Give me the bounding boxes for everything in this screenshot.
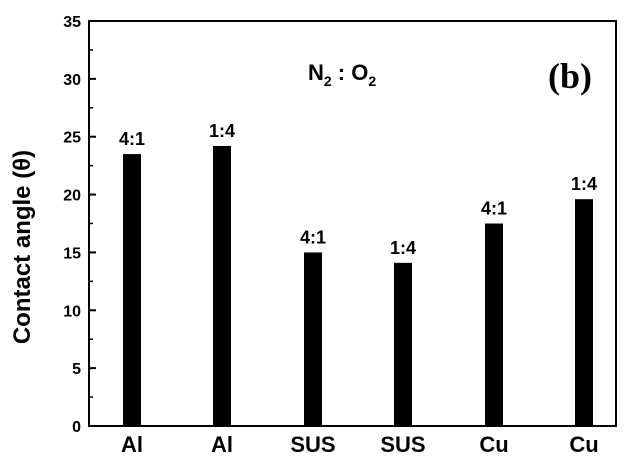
annotation-gas-b-subscript: 2 [368, 73, 376, 89]
annotation-gas-a-subscript: 2 [324, 73, 332, 89]
x-category-label: Al [211, 432, 233, 457]
gas-ratio-annotation: N2 : O2 [308, 60, 376, 89]
bar-data-label: 4:1 [119, 129, 145, 149]
panel-label: (b) [548, 56, 592, 96]
x-category-label: Cu [569, 432, 598, 457]
plot-axes: 0 5 10 15 20 25 30 35 [63, 14, 617, 436]
y-tick-label: 25 [63, 130, 81, 147]
y-tick-label: 5 [72, 361, 81, 378]
bars-group [123, 145, 593, 427]
bar-data-label: 1:4 [571, 174, 597, 194]
y-tick-label: 20 [63, 188, 81, 205]
x-category-label: SUS [290, 432, 335, 457]
bar-data-label: 4:1 [481, 199, 507, 219]
bar [213, 145, 231, 426]
y-tick-label: 35 [63, 14, 81, 31]
bar [123, 154, 141, 427]
x-category-label: Cu [479, 432, 508, 457]
bar [485, 223, 503, 426]
annotation-separator: : [332, 60, 352, 85]
bar-data-label: 4:1 [300, 227, 326, 247]
y-tick-label: 15 [63, 245, 81, 262]
bar [394, 262, 412, 426]
x-category-label: SUS [380, 432, 425, 457]
y-axis-label: Contact angle (θ) [9, 150, 36, 344]
x-category-label: Al [121, 432, 143, 457]
bar [304, 252, 322, 426]
bar [575, 199, 593, 426]
bar-data-label: 1:4 [209, 121, 235, 141]
y-tick-label: 30 [63, 72, 81, 89]
labels-group: Al 4:1 Al 1:4 SUS 4:1 SUS 1:4 Cu 4:1 Cu 1:4 [119, 121, 599, 457]
y-tick-label: 10 [63, 303, 81, 320]
annotation-gas-a: N [308, 60, 324, 85]
annotation-gas-b: O [351, 60, 368, 85]
y-tick-label: 0 [72, 419, 81, 436]
bar-data-label: 1:4 [390, 238, 416, 258]
